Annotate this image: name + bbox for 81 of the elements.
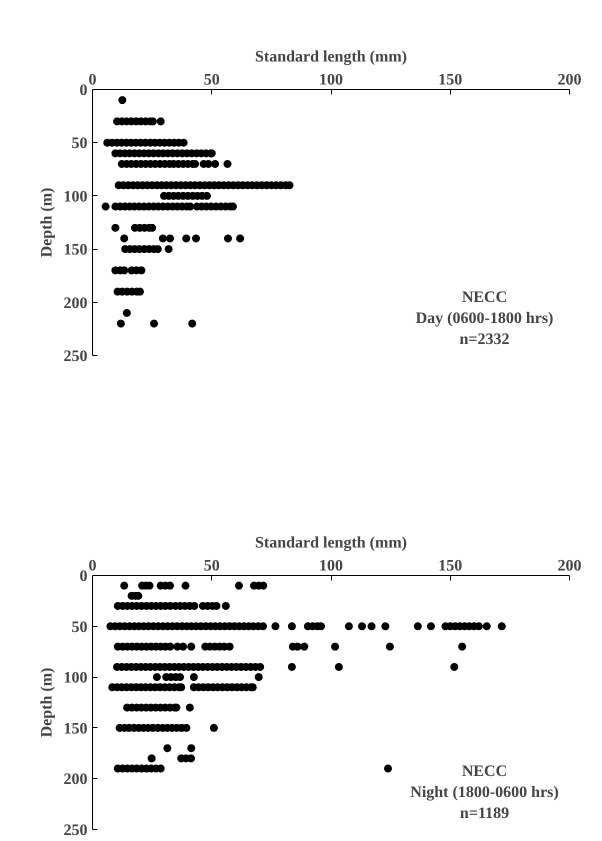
point: [222, 602, 230, 610]
point: [368, 622, 376, 630]
point: [164, 245, 173, 254]
point: [344, 622, 353, 630]
point: [210, 724, 218, 732]
point: [163, 744, 172, 752]
point: [254, 673, 263, 682]
point: [186, 704, 194, 712]
point: [223, 160, 232, 168]
point: [450, 662, 458, 671]
point: [288, 622, 296, 630]
point: [118, 96, 126, 104]
point: [102, 202, 110, 211]
point: [182, 234, 190, 242]
point: [148, 754, 156, 762]
point: [334, 662, 343, 671]
point: [234, 582, 243, 590]
point: [166, 234, 174, 242]
point: [482, 622, 491, 630]
x-tick-label: 200: [558, 558, 582, 574]
point: [192, 234, 200, 242]
point: [156, 117, 165, 126]
annotation: NECC: [462, 763, 508, 780]
point: [300, 642, 308, 651]
point: [271, 622, 280, 630]
point: [122, 308, 131, 317]
annotation: n=2332: [459, 331, 510, 348]
point: [288, 662, 296, 671]
y-axis-title: Depth (m): [38, 668, 56, 738]
point: [120, 582, 128, 590]
point: [111, 224, 120, 232]
y-tick-label: 250: [64, 348, 88, 365]
point: [211, 160, 220, 168]
point: [116, 320, 125, 328]
annotation: Night (1800-0600 hrs): [410, 784, 559, 801]
annotation: Day (0600-1800 hrs): [416, 310, 554, 327]
point: [190, 673, 198, 682]
point: [179, 642, 188, 651]
y-tick-label: 250: [64, 822, 88, 839]
y-tick-label: 150: [64, 720, 88, 738]
x-tick-label: 50: [204, 72, 220, 88]
point: [120, 234, 128, 242]
point: [426, 622, 435, 630]
point: [188, 320, 196, 328]
point: [331, 642, 340, 651]
y-tick-label: 200: [64, 771, 88, 788]
point: [384, 764, 392, 773]
point: [414, 622, 422, 630]
point: [187, 744, 196, 752]
point: [381, 622, 390, 630]
point: [224, 234, 232, 242]
point: [358, 622, 366, 630]
point: [458, 642, 466, 651]
point: [182, 582, 190, 590]
x-tick-label: 150: [438, 558, 462, 574]
point: [187, 754, 195, 762]
y-tick-label: 100: [64, 188, 88, 206]
x-tick-label: 100: [319, 558, 343, 574]
y-tick-label: 100: [64, 670, 88, 687]
point: [187, 642, 196, 651]
point: [498, 622, 506, 630]
x-tick-label: 150: [438, 72, 462, 88]
point: [152, 673, 161, 682]
point: [150, 320, 158, 328]
point: [386, 642, 394, 651]
x-tick-label: 50: [204, 558, 220, 574]
y-tick-label: 50: [72, 618, 88, 636]
x-axis-title: Standard length (mm): [254, 48, 408, 66]
point: [158, 234, 167, 242]
y-tick-label: 150: [64, 242, 88, 259]
y-tick-label: 0: [80, 568, 88, 585]
x-tick-label: 100: [319, 72, 343, 88]
y-tick-label: 200: [64, 294, 88, 312]
y-tick-label: 50: [72, 135, 88, 152]
point: [236, 234, 244, 242]
x-tick-label: 200: [558, 72, 582, 88]
y-tick-label: 0: [80, 82, 88, 99]
annotation: n=1189: [460, 805, 510, 822]
y-axis-title: Depth (m): [38, 188, 56, 258]
annotation: NECC: [462, 289, 508, 306]
x-axis-title: Standard length (mm): [254, 534, 408, 552]
